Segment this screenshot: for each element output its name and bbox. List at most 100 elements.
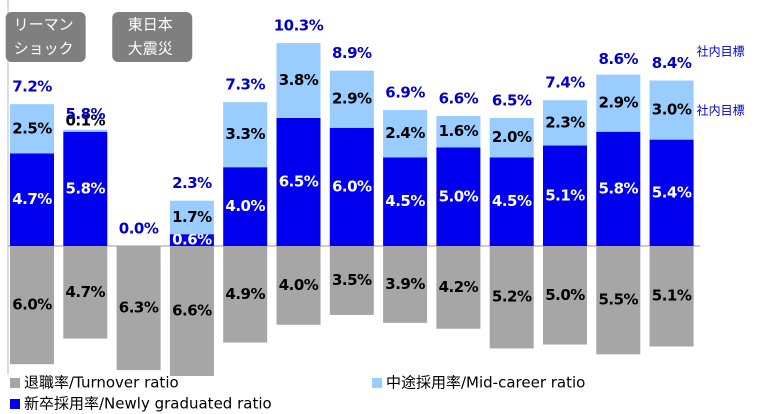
target-note: 社内目標 [697,44,745,59]
value-label: 5.0% [439,187,479,205]
bar-segment [596,74,641,132]
value-label: 4.0% [225,197,265,215]
bar-segment [276,43,321,118]
value-label: 6.6% [172,302,212,320]
total-label: 7.4% [545,74,585,92]
bar-segment [223,167,268,246]
value-label: 6.3% [119,299,159,317]
value-label: 5.4% [652,183,692,201]
value-label: 0.1% [65,111,105,129]
value-label: 2.3% [545,113,585,131]
bar-segment [169,234,214,246]
value-label: 1.6% [439,122,479,140]
total-label: 6.6% [439,89,479,107]
bar-segment [276,246,321,325]
bar-segment [116,246,161,371]
value-label: 3.3% [225,125,265,143]
value-label: 4.7% [65,283,105,301]
legend-swatch [372,378,382,388]
value-label: 6.0% [332,177,372,195]
value-label: 2.9% [332,90,372,108]
bar-segment [63,129,108,132]
bar-segment [169,200,214,235]
legend-swatch [10,378,20,388]
value-label: 4.5% [492,192,532,210]
bar-segment [223,102,268,168]
legend-label: 退職率/Turnover ratio [24,374,179,392]
value-label: 5.5% [598,291,638,309]
value-label: 0.6% [172,231,212,249]
target-note: 社内目標 [697,103,745,118]
value-label: 4.9% [225,285,265,303]
bar-segment [489,157,534,246]
bar-segment [543,246,587,345]
value-label: 5.1% [545,186,585,204]
bar-segment [329,70,374,128]
annotation-text: 大震災 [128,40,173,58]
value-label: 4.0% [279,276,319,294]
bar-segment [10,104,54,154]
value-label: 5.8% [598,179,638,197]
total-label: 7.3% [225,76,265,94]
value-label: 1.7% [172,208,212,226]
legend-label: 中途採用率/Mid-career ratio [386,374,585,392]
value-label: 3.5% [332,271,372,289]
bar-segment [63,131,108,246]
bar-segment [649,246,694,347]
value-label: 2.9% [598,94,638,112]
value-label: 5.8% [65,179,105,197]
annotation-text: リーマン [14,16,74,34]
bar-segment [436,115,481,148]
bar-segment [383,246,428,323]
bar-segment [329,246,374,315]
bar-segment [276,117,321,246]
bar-segment [383,110,428,158]
value-label: 2.0% [492,128,532,146]
value-label: 3.8% [279,71,319,89]
annotation-text: 東日本 [128,16,173,34]
bar-segment [10,246,54,365]
value-label: 6.5% [279,172,319,190]
total-label: 6.9% [385,84,425,102]
bar-segment [543,145,587,246]
bar-segment [489,117,534,158]
total-label: 2.3% [172,174,212,192]
value-label: 3.0% [652,101,692,119]
total-label: 5.8% [65,105,105,123]
total-label: 8.4% [652,54,692,72]
bar-segment [596,131,641,246]
bar-segment [383,157,428,246]
legend-label: 新卒採用率/Newly graduated ratio [24,395,272,413]
bar-segment [223,246,268,343]
bar-segment [329,127,374,246]
total-label: 7.2% [12,78,52,96]
value-label: 5.1% [652,287,692,305]
value-label: 2.4% [385,124,425,142]
value-label: 4.2% [439,278,479,296]
bar-segment [596,246,641,355]
annotation-box [112,12,193,62]
value-label: 4.5% [385,192,425,210]
total-label: 6.5% [492,91,532,109]
bar-segment [10,153,54,246]
total-label: 8.6% [598,50,638,68]
legend-swatch [10,399,20,409]
bar-segment [436,246,481,329]
bar-segment [649,80,694,140]
value-label: 6.0% [12,296,52,314]
value-label: 4.7% [12,190,52,208]
value-label: 3.9% [385,275,425,293]
value-label: 5.0% [545,286,585,304]
bar-segment [169,246,214,377]
annotation-text: ショック [14,40,74,58]
annotation-box [5,12,86,62]
total-label: 10.3% [274,17,324,35]
value-label: 2.5% [12,119,52,137]
bar-segment [649,139,694,246]
total-label: 8.9% [332,44,372,62]
total-label: 0.0% [119,220,159,238]
bar-segment [489,246,534,349]
bar-segment [63,246,108,339]
bar-segment [436,147,481,246]
